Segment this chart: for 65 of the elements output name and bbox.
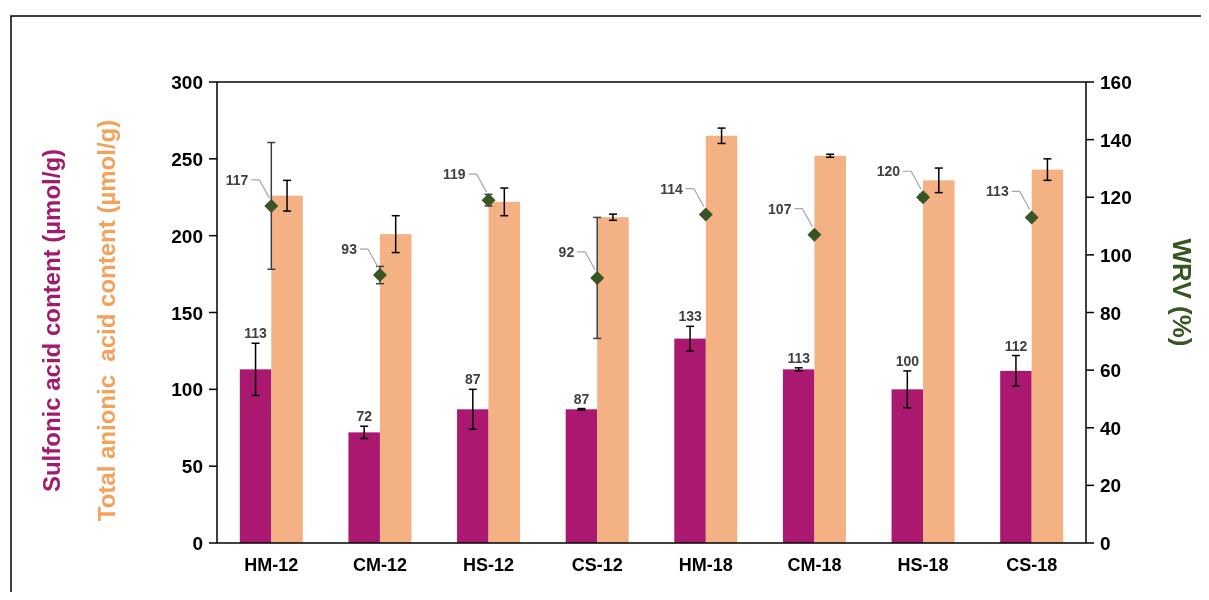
x-tick-label: HS-18 [897, 555, 949, 575]
point [916, 190, 931, 205]
y2-tick-label: 40 [1100, 417, 1122, 439]
y2-tick-label: 140 [1100, 129, 1132, 151]
data-label: 112 [1004, 337, 1028, 354]
data-label: 114 [660, 180, 684, 197]
bar [565, 409, 598, 543]
bar [705, 135, 738, 543]
text: Total anionic acid content (µmol/g) [93, 119, 120, 522]
data-label: 120 [876, 163, 901, 180]
x-tick-label: HM-18 [678, 555, 733, 575]
point [807, 227, 822, 242]
data-label: 113 [787, 349, 811, 366]
bar [1031, 169, 1064, 543]
data-label: 113 [244, 325, 268, 342]
data-label: 100 [895, 352, 920, 369]
data-label: 107 [768, 200, 792, 217]
y2-tick-label: 80 [1100, 302, 1122, 324]
x-tick-label: CM-12 [352, 555, 407, 575]
y-tick-label: 250 [171, 148, 203, 170]
bar [457, 409, 489, 543]
bar [348, 432, 380, 543]
bar [239, 369, 272, 543]
y2-tick-label: 100 [1100, 244, 1132, 266]
x-tick-label: HM-12 [244, 555, 299, 575]
bar [923, 180, 955, 543]
x-tick-label: CM-18 [787, 555, 842, 575]
point [698, 207, 713, 222]
x-tick-label: CS-12 [571, 555, 623, 575]
y2-tick-label: 0 [1100, 533, 1111, 554]
bar [379, 234, 412, 543]
y2-axis-title: WRV (%) [1167, 238, 1197, 347]
y-tick-label: 100 [171, 379, 203, 401]
bar [814, 155, 846, 543]
bar [891, 389, 924, 543]
y-tick-label: 200 [171, 225, 203, 247]
x-tick-label: CS-18 [1006, 555, 1058, 575]
bar [488, 201, 521, 543]
bar [1000, 370, 1032, 543]
point [264, 198, 279, 213]
bar [674, 338, 706, 543]
x-tick-label: HS-12 [463, 555, 515, 575]
y-tick-label: 150 [171, 302, 203, 324]
data-label: 113 [986, 183, 1009, 200]
data-label: 87 [465, 371, 481, 388]
y2-tick-label: 160 [1100, 72, 1132, 93]
point [590, 270, 605, 285]
point [1024, 210, 1039, 225]
data-label: 93 [341, 241, 358, 258]
y2-tick-label: 120 [1100, 187, 1132, 209]
bar [597, 217, 629, 543]
y-axis-title: Sulfonic acid content (µmol/g) [38, 148, 65, 493]
data-label: 117 [225, 171, 249, 188]
data-label: 72 [356, 408, 373, 425]
bar [271, 195, 303, 543]
data-label: 119 [442, 166, 466, 183]
y-tick-label: 300 [171, 72, 203, 93]
data-label: 87 [573, 390, 590, 407]
y-tick-label: 0 [192, 533, 203, 554]
y2-tick-label: 20 [1100, 475, 1122, 497]
y2-tick-label: 60 [1100, 360, 1122, 382]
data-label: 133 [678, 308, 702, 325]
data-label: 92 [558, 243, 575, 260]
y-tick-label: 50 [181, 456, 203, 478]
bar [782, 369, 815, 543]
